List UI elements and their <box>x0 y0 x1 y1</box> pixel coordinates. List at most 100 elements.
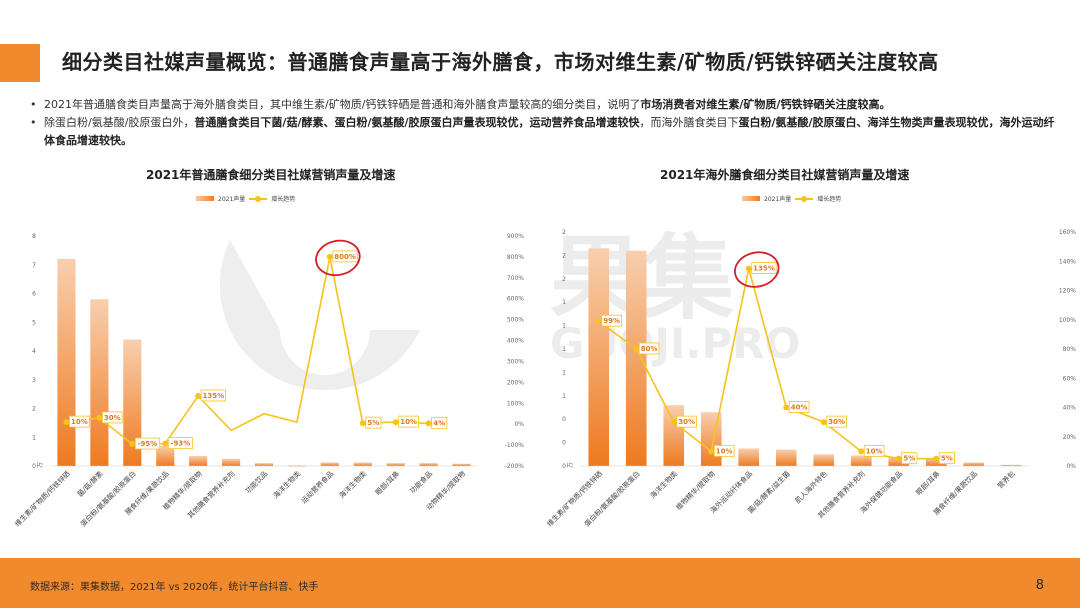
bullet-item: 除蛋白粉/氨基酸/胶原蛋白外，普通膳食类目下菌/菇/酵素、蛋白粉/氨基酸/胶原蛋… <box>30 114 1060 150</box>
data-label-box <box>863 444 885 457</box>
data-label-box <box>332 250 358 263</box>
trend-marker <box>820 419 827 426</box>
bar <box>850 455 872 466</box>
data-label-box <box>200 389 226 402</box>
y-tick-label-left: 1 <box>562 346 566 353</box>
data-label: 5% <box>941 455 953 463</box>
bar <box>189 455 208 466</box>
y-tick-label-left: 1 <box>562 323 566 330</box>
y-tick-label-left: 1 <box>562 299 566 306</box>
y-tick-label-right: 60% <box>1063 375 1077 382</box>
y-tick-label-right: 300% <box>507 358 524 365</box>
bar <box>813 454 835 466</box>
x-tick-label: 眼部/耳鼻 <box>914 469 942 497</box>
trend-marker <box>195 392 202 399</box>
footer-bar: 数据来源：果集数据，2021年 vs 2020年，统计平台抖音、快手 8 <box>0 558 1080 608</box>
bullet-bold: 蛋白粉/氨基酸/胶原蛋白、海洋生物类声量表现较优，海外运动纤体食品增速较快。 <box>44 116 1055 147</box>
y-tick-label-left: 0 <box>562 440 566 447</box>
trend-marker <box>858 448 865 455</box>
data-label-box <box>101 411 123 424</box>
bar <box>320 462 339 466</box>
bar <box>738 448 760 466</box>
chart-legend: 2021声量 增长趋势 <box>196 194 295 203</box>
y-tick-label-left: 7 <box>32 262 36 269</box>
y-tick-label-right: 40% <box>1063 405 1077 412</box>
data-label: 30% <box>828 418 845 426</box>
data-label-box <box>938 452 955 465</box>
y-tick-label-left: 3 <box>32 377 36 384</box>
data-label: 135% <box>203 392 225 400</box>
data-label-box <box>167 437 194 450</box>
data-label: 10% <box>716 447 733 455</box>
bar <box>419 463 438 466</box>
y-tick-label-right: -100% <box>505 442 525 449</box>
data-label-box <box>751 262 777 274</box>
y-axis-unit: 万 <box>567 462 574 468</box>
legend-bar-label: 2021声量 <box>764 196 792 203</box>
trend-marker <box>895 455 902 462</box>
bar <box>1000 464 1022 466</box>
y-tick-label-right: -200% <box>505 463 525 470</box>
trend-marker <box>162 440 169 447</box>
y-tick-label-left: 6 <box>32 291 36 298</box>
chart-title: 2021年普通膳食细分类目社媒营销声量及增速 <box>146 168 396 182</box>
trend-marker <box>392 419 399 426</box>
data-label-box <box>431 416 448 429</box>
bar <box>386 463 405 466</box>
summary-bullets: 2021年普通膳食类目声量高于海外膳食类目，其中维生素/矿物质/钙铁锌硒是普通和… <box>30 96 1060 150</box>
trend-marker <box>670 419 677 426</box>
data-label: 10% <box>71 418 88 426</box>
legend-line-label: 增长趋势 <box>271 196 296 203</box>
data-label: 4% <box>433 419 445 427</box>
data-label-box <box>901 452 918 465</box>
bar <box>222 458 241 466</box>
y-tick-label-left: 1 <box>32 434 36 441</box>
bar <box>663 405 685 466</box>
y-tick-label-right: 200% <box>507 379 524 386</box>
bar <box>156 445 175 466</box>
highlight-circle <box>315 239 361 277</box>
y-tick-label-right: 100% <box>1059 317 1076 324</box>
bar <box>588 248 610 466</box>
legend-line-swatch <box>249 195 268 202</box>
bar <box>123 339 142 466</box>
x-tick-label: 营养包 <box>995 469 1016 490</box>
x-tick-label: 功能食品 <box>408 469 434 495</box>
bar <box>254 463 274 466</box>
bullet-item: 2021年普通膳食类目声量高于海外膳食类目，其中维生素/矿物质/钙铁锌硒是普通和… <box>30 96 1060 114</box>
data-label: -95% <box>138 440 158 448</box>
data-label-box <box>365 416 382 429</box>
data-label-box <box>826 415 847 428</box>
x-tick-label: 海洋生物类 <box>271 469 302 500</box>
data-label-box <box>713 444 735 457</box>
data-label-box <box>638 342 660 355</box>
bar-line-chart-overseas: 0 0 0 1 1 1 1 1 2 2 2 万 0% 20% 40% 60% 80% 100% 120% 140% 16… <box>545 229 1077 528</box>
y-tick-label-right: 20% <box>1063 434 1077 441</box>
data-label: 5% <box>367 419 379 427</box>
x-tick-label: 功能饮品 <box>243 469 269 495</box>
trend-marker <box>326 253 333 260</box>
x-tick-label: 海洋生物类 <box>648 469 679 500</box>
y-tick-label-right: 900% <box>507 233 524 240</box>
chart-title: 2021年海外膳食细分类目社媒营销声量及增速 <box>660 168 910 182</box>
trend-marker <box>595 318 602 325</box>
trend-marker <box>63 419 70 426</box>
legend-line-label: 增长趋势 <box>817 196 842 203</box>
trend-marker <box>96 414 103 421</box>
bullet-text: 2021年普通膳食类目声量高于海外膳食类目，其中维生素/矿物质/钙铁锌硒是普通和… <box>44 98 641 111</box>
y-tick-label-right: 500% <box>507 317 524 324</box>
y-tick-label-left: 4 <box>32 348 36 355</box>
x-tick-label: 蛋白粉/氨基酸/胶原蛋白 <box>79 469 138 528</box>
trend-marker <box>933 455 940 462</box>
bar <box>963 462 985 466</box>
y-tick-label-right: 80% <box>1063 346 1077 353</box>
data-label: 30% <box>678 418 695 426</box>
y-tick-label-left: 1 <box>562 393 566 400</box>
y-tick-label-right: 700% <box>507 275 524 282</box>
trend-marker <box>708 448 715 455</box>
y-tick-label-left: 5 <box>32 319 36 326</box>
bullet-text: 除蛋白粉/氨基酸/胶原蛋白外， <box>44 116 195 129</box>
legend-bar-swatch <box>742 196 760 201</box>
title-accent-bar <box>0 44 40 82</box>
y-tick-label-left: 0 <box>562 463 566 470</box>
